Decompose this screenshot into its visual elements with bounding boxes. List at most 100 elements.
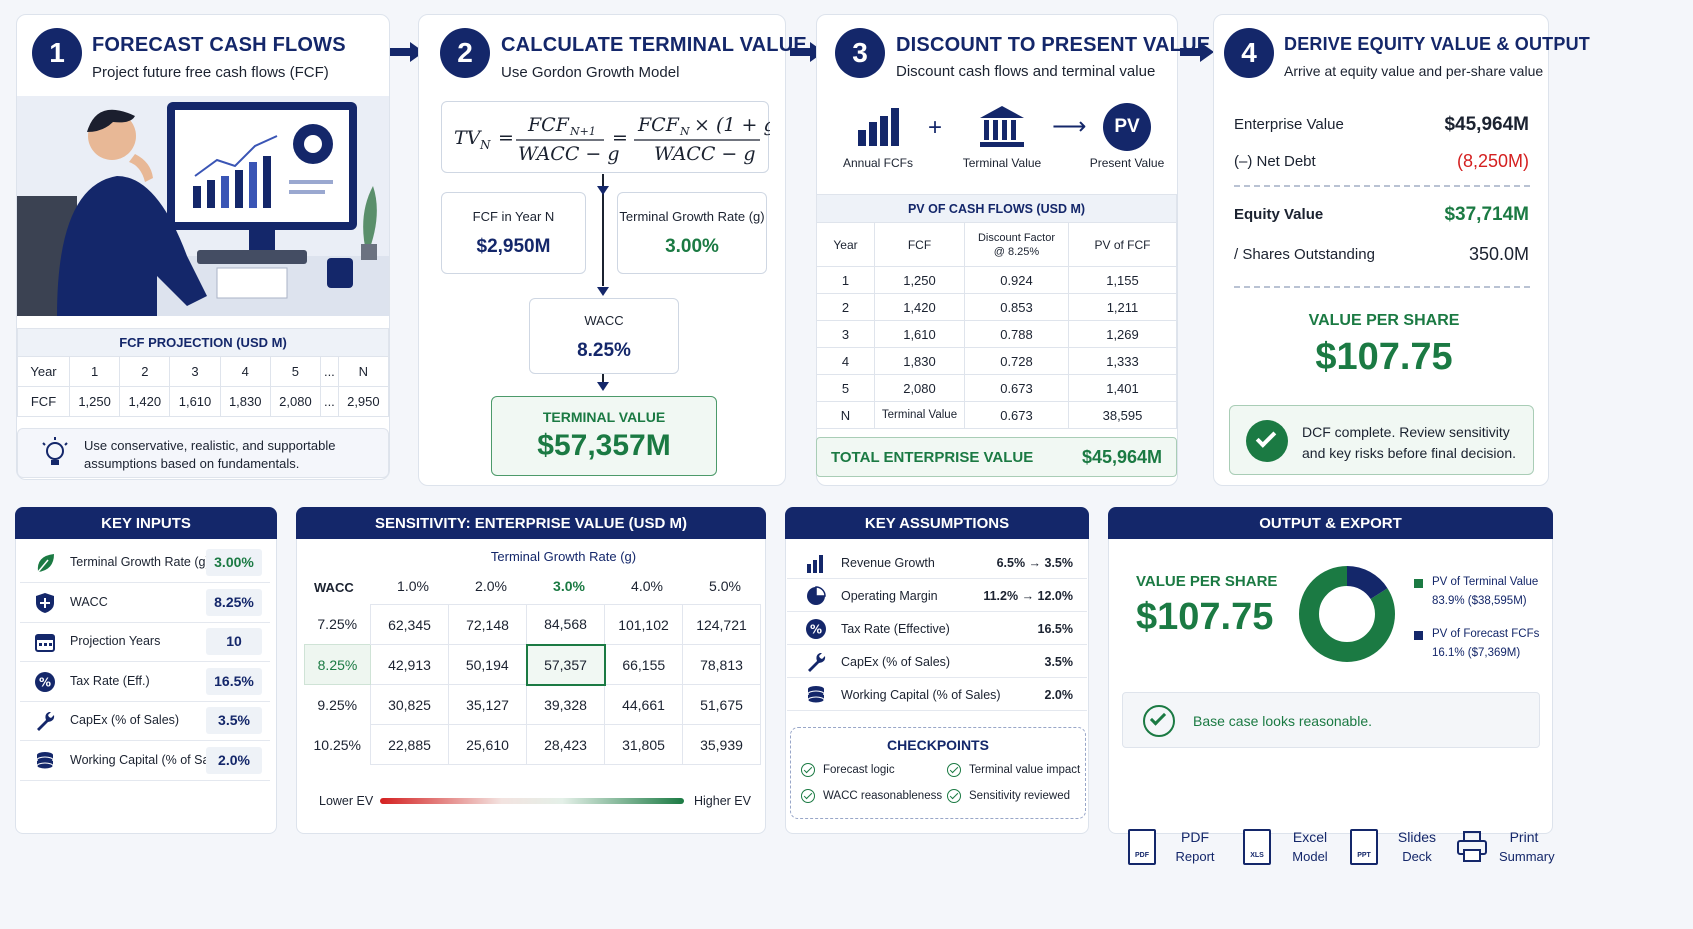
- pv-cell: 0.728: [964, 347, 1069, 375]
- svg-text:%: %: [810, 623, 822, 637]
- pv-cell: 0.924: [964, 266, 1069, 294]
- svg-text:FCF: FCF: [527, 114, 570, 136]
- step1-subtitle: Project future free cash flows (FCF): [92, 64, 329, 81]
- sensitivity-col-header: 3.0%: [553, 578, 585, 594]
- fcf-year-n-label: FCF in Year N: [472, 209, 555, 224]
- svg-text:N: N: [479, 138, 491, 152]
- terminal-value-box: TERMINAL VALUE $57,357M: [491, 396, 717, 476]
- pv-cell: 0.788: [964, 320, 1069, 348]
- key-input-label: Terminal Growth Rate (g): [70, 555, 210, 569]
- check-icon: [947, 789, 961, 803]
- sensitivity-cell: 51,675: [682, 684, 761, 725]
- tip-text: assumptions based on fundamentals.: [84, 456, 300, 471]
- total-enterprise-value-bar: TOTAL ENTERPRISE VALUE $45,964M: [816, 437, 1177, 477]
- export-sublabel: Summary: [1499, 849, 1555, 864]
- pv-cell: 1,610: [874, 320, 965, 348]
- fcf-value: 1,610: [169, 386, 221, 417]
- sensitivity-cell: 84,568: [526, 604, 605, 645]
- tip-box: Use conservative, realistic, and support…: [17, 428, 389, 478]
- sensitivity-row-header: 10.25%: [313, 736, 361, 753]
- shares-amount: 350.0M: [1468, 244, 1529, 264]
- export-slides-button[interactable]: PPT Slides Deck: [1350, 825, 1460, 875]
- sensitivity-col-header: 2.0%: [475, 578, 507, 594]
- fcf-value: 1,830: [219, 386, 271, 417]
- sensitivity-cell: 28,423: [526, 724, 605, 765]
- file-type-tag: XLS: [1250, 852, 1264, 859]
- sensitivity-col-header: 4.0%: [631, 578, 663, 594]
- sensitivity-cell: 101,102: [604, 604, 683, 645]
- sensitivity-col-header: 5.0%: [709, 578, 741, 594]
- sensitivity-cell: 57,357: [525, 643, 606, 686]
- fcf-year: 5: [269, 356, 322, 387]
- lightbulb-icon: [42, 437, 68, 465]
- key-assumptions-panel: [785, 507, 1089, 834]
- svg-text:WACC − g: WACC − g: [518, 143, 620, 165]
- fcf-year: N: [337, 356, 390, 387]
- pv-cell: 1,211: [1068, 293, 1177, 321]
- key-input-row: WACC 8.25%: [20, 583, 270, 623]
- pv-table-title: PV OF CASH FLOWS (USD M): [816, 194, 1177, 223]
- export-sublabel: Report: [1175, 849, 1215, 864]
- pv-cell: 5: [816, 374, 875, 402]
- sensitivity-cell: 124,721: [682, 604, 761, 645]
- export-label: Excel: [1292, 829, 1328, 845]
- step2-subtitle: Use Gordon Growth Model: [501, 64, 680, 81]
- pv-cell: 1,830: [874, 347, 965, 375]
- assumption-value: 16.5%: [1037, 622, 1073, 636]
- key-assumptions-title: KEY ASSUMPTIONS: [785, 507, 1089, 539]
- export-excel-button[interactable]: XLS Excel Model: [1243, 825, 1353, 875]
- output-title: OUTPUT & EXPORT: [1108, 507, 1553, 539]
- wrench-icon: [805, 651, 827, 673]
- fcf-value: 1,420: [119, 386, 171, 417]
- key-input-row: Working Capital (% of Sales) 2.0%: [20, 741, 270, 781]
- donut-legend-swatch: [1414, 631, 1423, 640]
- output-vps-label: VALUE PER SHARE: [1136, 573, 1278, 590]
- sensitivity-cell: 42,913: [370, 644, 449, 685]
- flow-connector: [602, 374, 604, 384]
- key-input-label: CapEx (% of Sales): [70, 713, 180, 728]
- flow-arrow-icon: ⟶: [1052, 113, 1087, 140]
- checkpoints-box: CHECKPOINTS Forecast logic Terminal valu…: [790, 727, 1086, 819]
- shield-icon: [34, 592, 56, 614]
- assumption-row: Revenue Growth 6.5% → 3.5%: [787, 546, 1087, 579]
- terminal-value-label: TERMINAL VALUE: [542, 409, 666, 425]
- export-label: Slides: [1397, 829, 1437, 845]
- pv-table-row: 5 2,080 0.673 1,401: [816, 374, 1177, 402]
- check-circle-icon: [1246, 420, 1288, 462]
- donut-legend-detail: 83.9% ($38,595M): [1432, 595, 1527, 607]
- svg-text:=: =: [498, 127, 514, 149]
- assumption-value: 3.5%: [1044, 655, 1074, 669]
- sensitivity-col-header: 1.0%: [397, 578, 429, 594]
- calendar-icon: [34, 631, 56, 653]
- sensitivity-cell: 72,148: [448, 604, 527, 645]
- tip-text: Use conservative, realistic, and support…: [84, 438, 336, 453]
- pv-table-row: 3 1,610 0.788 1,269: [816, 320, 1177, 348]
- ppt-file-icon: PPT: [1350, 829, 1378, 865]
- dcf-note-text: DCF complete. Review sensitivity: [1302, 424, 1510, 440]
- sensitivity-cell: 66,155: [604, 644, 683, 685]
- svg-text:N: N: [679, 125, 690, 138]
- sensitivity-cell: 78,813: [682, 644, 761, 685]
- fcf-year-n-value: $2,950M: [476, 236, 551, 257]
- pv-cell: 1,269: [1068, 320, 1177, 348]
- pv-col-pv: PV of FCF: [1068, 222, 1177, 267]
- pv-cell: 1,155: [1068, 266, 1177, 294]
- assumption-row: Operating Margin 11.2% → 12.0%: [787, 579, 1087, 612]
- fcf-value: ...: [320, 386, 339, 417]
- export-pdf-button[interactable]: PDF PDF Report: [1128, 825, 1238, 875]
- checkpoints-title: CHECKPOINTS: [887, 737, 989, 753]
- file-type-tag: PDF: [1135, 852, 1149, 859]
- check-icon: [801, 789, 815, 803]
- leaf-icon: [34, 552, 56, 574]
- fcf-value: 1,250: [68, 386, 121, 417]
- divider: [1234, 185, 1530, 187]
- check-icon: [801, 763, 815, 777]
- pie-icon: [805, 585, 827, 607]
- check-circle-icon: [1143, 705, 1175, 737]
- assumption-value: 2.0%: [1044, 688, 1074, 702]
- export-print-button[interactable]: Print Summary: [1457, 825, 1567, 875]
- sensitivity-cell: 30,825: [370, 684, 449, 725]
- key-input-row: % Tax Rate (Eff.) 16.5%: [20, 662, 270, 702]
- enterprise-value-label: Enterprise Value: [1234, 116, 1344, 133]
- bar-chart-icon: [805, 552, 827, 574]
